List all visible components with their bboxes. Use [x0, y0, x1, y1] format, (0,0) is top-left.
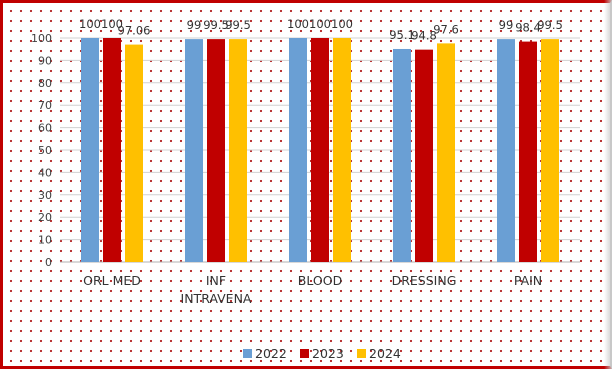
bar-2023-1	[207, 39, 225, 263]
bar-2023-4	[519, 41, 537, 262]
category-label-0-0: ORL MED	[83, 273, 141, 288]
bar-2023-2	[311, 38, 329, 262]
bar-2024-0	[125, 44, 143, 262]
bar-2022-1	[185, 39, 203, 263]
data-label-2024-2: 100	[331, 17, 353, 31]
data-label-2023-3: 94.8	[411, 29, 437, 43]
bar-2023-3	[415, 49, 433, 263]
bar-2024-4	[541, 39, 559, 263]
bar-2023-0	[103, 38, 121, 262]
category-label-1-0: INF	[206, 273, 226, 288]
data-label-2024-4: 99.5	[537, 18, 563, 32]
category-label-1-1: INTRAVENA	[181, 291, 252, 306]
y-tick-10: 10	[38, 234, 52, 247]
y-tick-100: 100	[31, 32, 52, 45]
frame-shadow	[604, 0, 612, 369]
bar-2022-2	[289, 38, 307, 262]
y-tick-30: 30	[38, 189, 52, 202]
category-label-2-0: BLOOD	[298, 273, 342, 288]
data-label-2023-0: 100	[101, 17, 123, 31]
legend-swatch-2024	[357, 349, 366, 358]
y-tick-60: 60	[38, 122, 52, 135]
legend-label-2023: 2023	[312, 346, 344, 361]
data-label-2024-3: 97.6	[433, 22, 459, 36]
data-label-2024-0: 97.06	[118, 24, 151, 38]
data-label-2023-4: 98.4	[515, 21, 541, 35]
y-tick-20: 20	[38, 211, 52, 224]
bar-2022-0	[81, 38, 99, 262]
y-tick-0: 0	[45, 256, 52, 269]
y-tick-70: 70	[38, 99, 52, 112]
bars	[81, 38, 559, 263]
legend-swatch-2022	[243, 349, 252, 358]
y-axis: 0 10 20 30 40 50 60 70 80 90 100	[31, 32, 52, 269]
y-tick-90: 90	[38, 54, 52, 67]
bar-2024-3	[437, 43, 455, 262]
category-label-3-0: DRESSING	[392, 273, 457, 288]
data-label-2022-4: 99	[499, 18, 514, 32]
legend-label-2024: 2024	[369, 346, 401, 361]
bar-2022-4	[497, 39, 515, 263]
category-label-4-0: PAIN	[514, 273, 542, 288]
data-label-2022-2: 100	[287, 17, 309, 31]
data-label-2023-1: 99.5	[203, 18, 229, 32]
data-label-2024-1: 99.5	[225, 18, 251, 32]
data-label-2023-2: 100	[309, 17, 331, 31]
data-label-2022-1: 99	[187, 18, 202, 32]
data-label-2022-3: 95.1	[389, 28, 415, 42]
legend: 2022 2023 2024	[243, 346, 401, 361]
legend-swatch-2023	[300, 349, 309, 358]
y-tick-80: 80	[38, 77, 52, 90]
bar-2024-2	[333, 38, 351, 262]
y-tick-40: 40	[38, 166, 52, 179]
legend-label-2022: 2022	[255, 346, 287, 361]
y-tick-50: 50	[38, 144, 52, 157]
data-label-2022-0: 100	[79, 17, 101, 31]
bar-2022-3	[393, 48, 411, 263]
category-labels: ORL MED INF INTRAVENA BLOOD DRESSING PAIN	[83, 273, 542, 306]
bar-2024-1	[229, 39, 247, 263]
